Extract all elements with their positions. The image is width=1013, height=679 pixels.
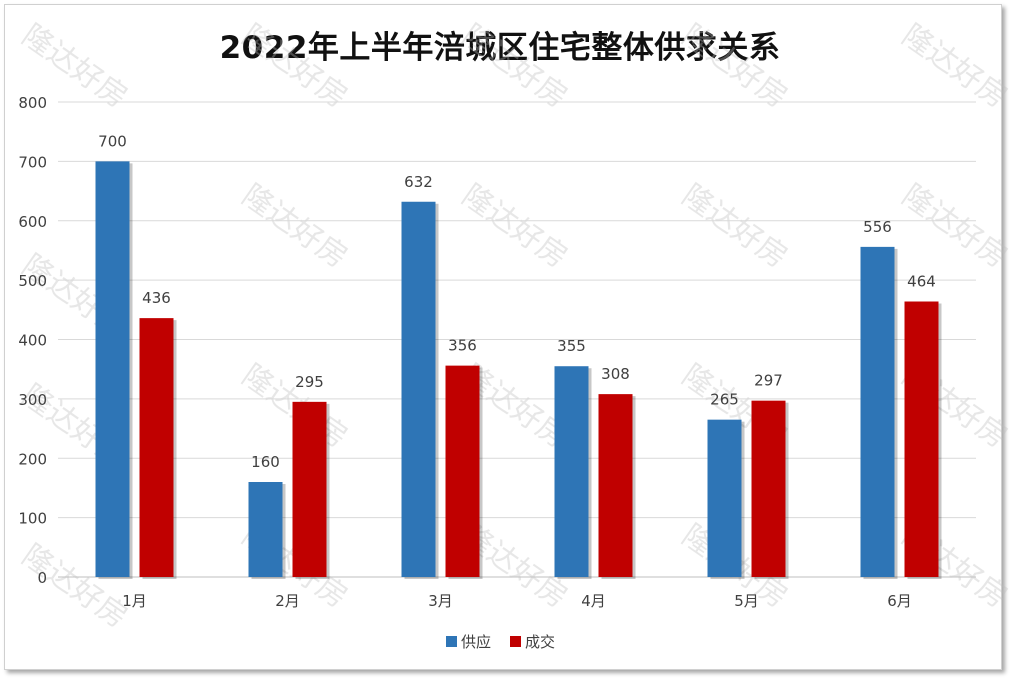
- data-label: 297: [754, 372, 783, 390]
- bar: [904, 301, 939, 577]
- legend-swatch: [446, 636, 457, 647]
- watermark-text: 隆达好房: [675, 18, 793, 115]
- bar: [95, 161, 130, 577]
- data-label: 700: [98, 132, 127, 150]
- x-tick-label: 5月: [734, 592, 759, 610]
- bar: [401, 201, 436, 577]
- y-tick-label: 600: [18, 213, 47, 231]
- y-axis-ticks: 0 100 200 300 400 500 600 700 800: [18, 94, 47, 587]
- data-labels: 700 436 160 295 632 356 355 308 265 297 556 464: [98, 132, 936, 471]
- bar: [445, 365, 480, 577]
- data-label: 436: [142, 289, 171, 307]
- watermark-text: 隆达好房: [895, 178, 1013, 275]
- data-label: 556: [863, 218, 892, 236]
- bar: [598, 394, 633, 577]
- data-label: 632: [404, 173, 433, 191]
- bar: [554, 366, 589, 577]
- bar: [248, 482, 283, 577]
- data-label: 464: [907, 273, 936, 291]
- y-tick-label: 500: [18, 272, 47, 290]
- watermark-text: 隆达好房: [895, 18, 1013, 115]
- legend-swatch: [510, 636, 521, 647]
- data-label: 355: [557, 337, 586, 355]
- x-tick-label: 1月: [122, 592, 147, 610]
- data-label: 265: [710, 391, 739, 409]
- y-tick-label: 700: [18, 153, 47, 171]
- legend-label: 供应: [461, 633, 491, 651]
- y-tick-label: 300: [18, 391, 47, 409]
- data-label: 160: [251, 453, 280, 471]
- y-tick-label: 200: [18, 450, 47, 468]
- watermark-text: 隆达好房: [455, 178, 573, 275]
- bar: [751, 400, 786, 577]
- x-tick-label: 4月: [581, 592, 606, 610]
- watermark-text: 隆达好房: [675, 178, 793, 275]
- data-label: 356: [448, 337, 477, 355]
- x-tick-label: 3月: [428, 592, 453, 610]
- watermark-text: 隆达好房: [235, 18, 353, 115]
- data-label: 308: [601, 365, 630, 383]
- y-tick-label: 400: [18, 332, 47, 350]
- bar: [860, 246, 895, 577]
- y-tick-label: 0: [37, 569, 47, 587]
- data-label: 295: [295, 373, 324, 391]
- y-tick-label: 100: [18, 510, 47, 528]
- x-tick-label: 2月: [275, 592, 300, 610]
- watermark-text: 隆达好房: [235, 178, 353, 275]
- legend-label: 成交: [525, 633, 555, 651]
- bars: [95, 161, 942, 579]
- chart-title: 2022年上半年涪城区住宅整体供求关系: [219, 30, 781, 66]
- watermark-text: 隆达好房: [455, 18, 573, 115]
- bar: [139, 318, 174, 577]
- grid-lines: [58, 101, 976, 578]
- bar: [292, 401, 327, 577]
- x-axis-ticks: 1月 2月 3月 4月 5月 6月: [122, 592, 912, 610]
- legend: 供应 成交: [446, 633, 555, 651]
- bar: [707, 419, 742, 577]
- y-tick-label: 800: [18, 94, 47, 112]
- x-tick-label: 6月: [887, 592, 912, 610]
